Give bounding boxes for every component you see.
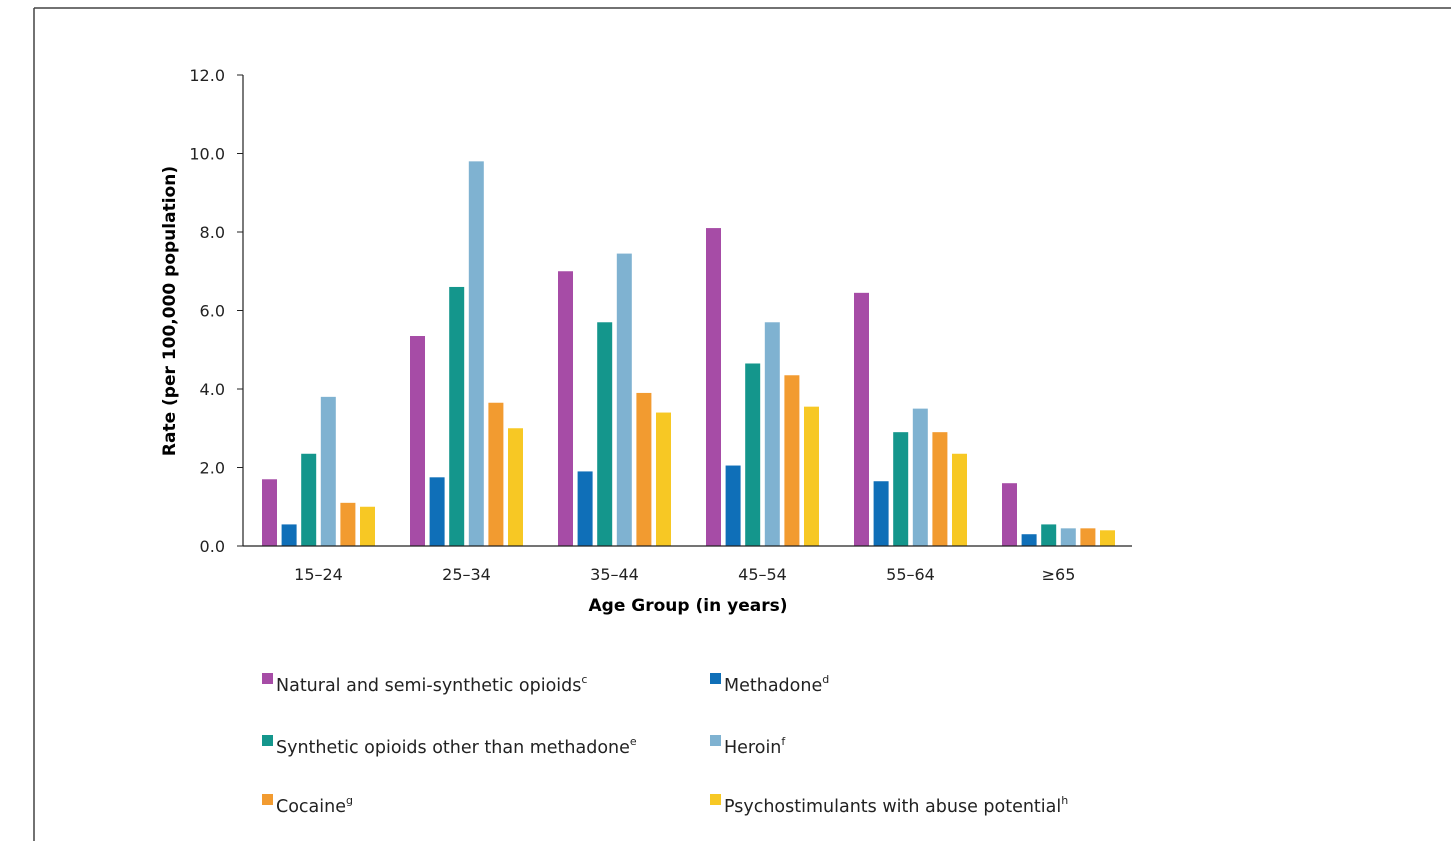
legend-label-text: Psychostimulants with abuse potential [724,797,1061,817]
bar [636,392,652,546]
bar [360,506,375,546]
bar [725,465,741,546]
bar [745,363,761,546]
x-tick-label: 25–34 [442,565,491,584]
x-tick-label: ≥65 [1042,565,1076,584]
x-axis-title: Age Group (in years) [589,596,788,616]
legend-label-text: Cocaine [276,797,346,817]
legend-label-text: Synthetic opioids other than methadone [276,738,630,758]
bar [1041,524,1057,546]
bar [1100,530,1115,546]
x-tick-label: 55–64 [886,565,935,584]
bar [301,453,317,546]
bar [1002,483,1017,546]
bar [784,375,800,546]
bar [932,432,948,546]
bar [597,322,613,546]
bar [1080,528,1096,546]
legend-label-superscript: f [781,735,786,748]
bar [804,406,819,546]
y-tick-label: 6.0 [200,302,225,321]
legend-label-superscript: h [1061,794,1068,807]
y-tick-label: 2.0 [200,459,225,478]
bar [558,271,573,546]
x-tick-label: 35–44 [590,565,639,584]
legend-label-text: Heroin [724,738,781,758]
bar [873,481,889,546]
bar [854,292,869,546]
bar [656,412,671,546]
y-tick-label: 0.0 [200,537,225,556]
legend: Natural and semi-synthetic opioidsc Metha… [262,673,1068,817]
y-tick-label: 12.0 [189,66,225,85]
bar [281,524,297,546]
legend-label: Psychostimulants with abuse potentialh [724,794,1068,817]
x-tick-label: 45–54 [738,565,787,584]
legend-label: Synthetic opioids other than methadonee [276,735,637,758]
legend-label-superscript: g [346,794,353,807]
legend-label-text: Natural and semi-synthetic opioids [276,676,581,696]
legend-label: Natural and semi-synthetic opioidsc [276,673,587,696]
bar [429,477,445,546]
x-tick-label: 15–24 [294,565,343,584]
legend-label: Methadoned [724,673,829,696]
legend-label-superscript: d [822,673,829,686]
legend-swatch [262,735,273,746]
bar [1021,534,1037,546]
y-axis-ticks: 0.0 2.0 4.0 6.0 8.0 10.0 12.0 [189,66,243,556]
bar [577,471,593,546]
bar [340,502,356,546]
y-tick-label: 4.0 [200,380,225,399]
y-tick-label: 8.0 [200,223,225,242]
bar [893,432,909,546]
bar [706,228,721,546]
legend-swatch [710,794,721,805]
y-tick-label: 10.0 [189,145,225,164]
bar [952,453,967,546]
legend-label: Heroinf [724,735,786,758]
y-axis-title: Rate (per 100,000 population) [160,166,180,456]
bar [764,322,780,546]
x-axis-ticks: 15–24 25–34 35–44 45–54 55–64 ≥65 [294,565,1075,584]
bar [508,428,523,546]
legend-swatch [710,673,721,684]
bar [468,161,484,546]
bar [320,396,336,546]
bar [262,479,277,546]
legend-label-text: Methadone [724,676,822,696]
legend-label-superscript: c [581,673,587,686]
bar [616,253,632,546]
legend-swatch [262,794,273,805]
bar [410,336,425,546]
legend-swatch [710,735,721,746]
legend-label: Cocaineg [276,794,353,817]
legend-label-superscript: e [630,735,637,748]
bars [262,161,1115,546]
legend-swatch [262,673,273,684]
bar [449,286,465,546]
bar [912,408,928,546]
bar [1060,528,1076,546]
bar [488,402,504,546]
